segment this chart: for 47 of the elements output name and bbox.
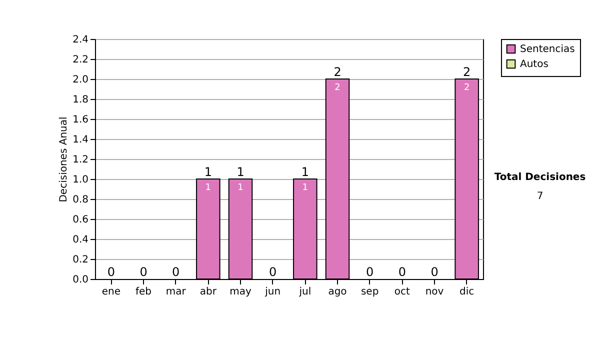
- total-label: 1: [204, 165, 212, 179]
- y-tick-label: 1.0: [72, 174, 88, 186]
- x-tick-label: ene: [102, 286, 120, 298]
- data-label: 2: [464, 83, 470, 93]
- x-tick-label: feb: [135, 286, 152, 298]
- x-tick-label: may: [230, 286, 252, 298]
- data-label: 2: [334, 83, 340, 93]
- total-label: 0: [172, 265, 180, 279]
- x-tick-label: dic: [460, 286, 474, 298]
- y-tick-label: 2.0: [72, 74, 88, 86]
- text: 7: [536, 191, 544, 202]
- total-label: 0: [107, 265, 115, 279]
- y-tick-label: 0.6: [72, 214, 88, 226]
- y-tick-label: 0.4: [72, 234, 88, 246]
- total-label: 1: [236, 165, 244, 179]
- data-label: 1: [238, 183, 244, 193]
- total-label: 2: [463, 65, 471, 79]
- total-label: 2: [334, 65, 342, 79]
- total-label: 0: [140, 265, 148, 279]
- x-tick-label: jun: [264, 286, 281, 298]
- total-label: 0: [366, 265, 374, 279]
- y-tick-label: 1.4: [72, 134, 88, 146]
- y-tick-label: 0.2: [72, 254, 88, 266]
- y-tick-label: 0.0: [72, 274, 88, 286]
- legend-label: Sentencias: [520, 44, 575, 55]
- total-label: 1: [301, 165, 309, 179]
- text: Total Decisiones: [494, 172, 586, 183]
- data-label: 1: [302, 183, 308, 193]
- x-tick-label: jul: [298, 286, 312, 298]
- x-tick-label: sep: [360, 286, 379, 298]
- total-label: 0: [269, 265, 277, 279]
- data-label: 1: [205, 183, 212, 193]
- y-tick-label: 1.8: [72, 94, 88, 106]
- y-tick-label: 2.2: [72, 54, 88, 66]
- y-tick-label: 0.8: [72, 194, 88, 206]
- total-label: 0: [430, 265, 438, 279]
- y-axis-title: Decisiones Anual: [58, 116, 70, 202]
- x-tick-label: ago: [328, 286, 347, 298]
- y-tick-label: 1.6: [72, 114, 88, 126]
- x-tick-label: abr: [200, 286, 218, 298]
- x-tick-label: nov: [425, 286, 444, 298]
- total-label: 0: [398, 265, 406, 279]
- y-tick-label: 2.4: [72, 34, 88, 46]
- x-tick-label: oct: [394, 286, 410, 298]
- legend-label: Autos: [520, 59, 548, 70]
- x-tick-label: mar: [166, 286, 187, 298]
- y-tick-label: 1.2: [72, 154, 88, 166]
